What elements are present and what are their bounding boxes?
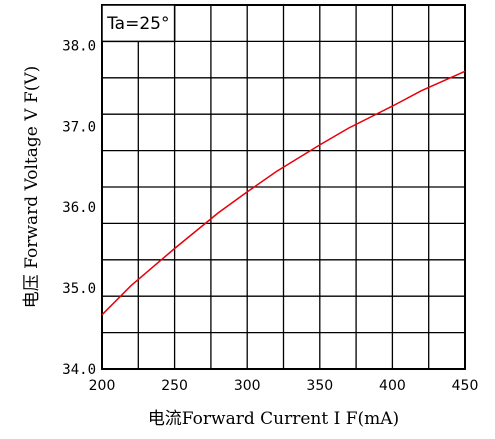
x-tick-label: 350 (306, 378, 333, 394)
x-tick-labels: 200 250 300 350 400 450 (89, 378, 479, 394)
x-tick-label: 450 (452, 378, 479, 394)
y-tick-label: 36.0 (62, 200, 96, 216)
y-tick-label: 35.0 (62, 281, 96, 297)
x-tick-label: 200 (89, 378, 116, 394)
annotation-box (101, 4, 176, 43)
plot-frame (101, 4, 466, 370)
x-axis-label: 电流Forward Current I F(mA) (148, 409, 399, 429)
grid-lines (102, 5, 465, 369)
x-tick-label: 300 (234, 378, 261, 394)
series-line (101, 70, 466, 316)
y-tick-label: 37.0 (62, 119, 96, 135)
y-tick-labels: 34.0 35.0 36.0 37.0 38.0 (62, 38, 96, 378)
y-tick-label: 38.0 (62, 38, 96, 54)
x-tick-label: 400 (379, 378, 406, 394)
annotation-temperature: Ta=25° (106, 14, 169, 34)
y-tick-label: 34.0 (62, 362, 96, 378)
y-axis-label: 电压 Forward Voltage V F(V) (22, 66, 42, 308)
x-tick-label: 250 (161, 378, 188, 394)
